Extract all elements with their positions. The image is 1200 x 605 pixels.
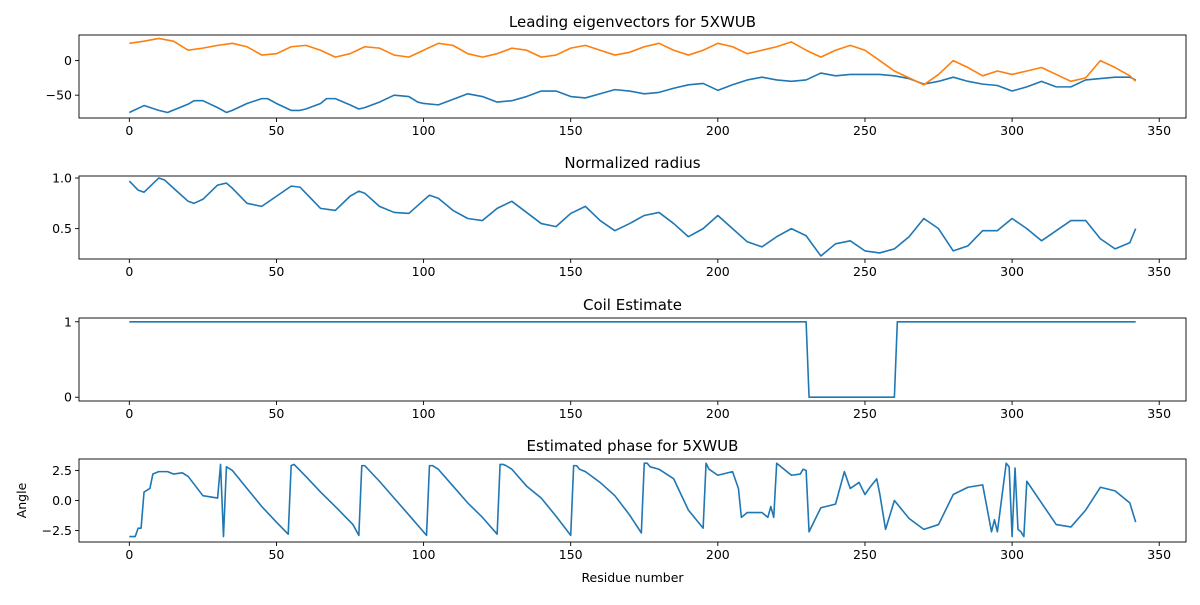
x-tick-label: 50: [268, 123, 284, 138]
y-tick-label: 0.0: [52, 493, 72, 508]
x-tick-label: 200: [706, 547, 730, 562]
y-tick-label: −2.5: [42, 523, 72, 538]
x-tick-label: 250: [853, 123, 877, 138]
x-tick-label: 200: [706, 406, 730, 421]
x-tick-label: 100: [412, 123, 436, 138]
subplot-4: 0 50 100 150 200 250 300 350 2.5 0.0 −2.5 Estimated…: [14, 437, 1187, 585]
axes-frame: [78, 34, 1187, 119]
x-tick-label: 350: [1147, 123, 1171, 138]
subplot-title: Normalized radius: [564, 154, 700, 172]
x-tick-label: 100: [412, 264, 436, 279]
y-tick-label: 0: [64, 53, 72, 68]
x-tick-label: 150: [559, 123, 583, 138]
x-tick-label: 350: [1147, 547, 1171, 562]
x-tick-label: 300: [1000, 406, 1024, 421]
x-tick-label: 100: [412, 406, 436, 421]
x-tick-label: 200: [706, 264, 730, 279]
x-tick-label: 300: [1000, 123, 1024, 138]
x-tick-label: 50: [268, 547, 284, 562]
axes-frame: [78, 175, 1187, 260]
x-tick-label: 0: [125, 123, 133, 138]
subplot-2: 0 50 100 150 200 250 300 350 1.0 0.5 Normalized ra…: [52, 154, 1187, 279]
x-tick-label: 0: [125, 264, 133, 279]
series-line-1: [128, 177, 1137, 257]
x-tick-label: 100: [412, 547, 436, 562]
series-line-1: [129, 462, 1137, 538]
x-tick-label: 300: [1000, 264, 1024, 279]
subplot-1: 0 50 100 150 200 250 300 350 0 −50 Leading eigenve…: [46, 13, 1187, 138]
x-tick-label: 50: [268, 406, 284, 421]
x-tick-label: 250: [853, 406, 877, 421]
x-tick-label: 350: [1147, 406, 1171, 421]
y-tick-label: 0: [64, 390, 72, 405]
x-tick-label: 300: [1000, 547, 1024, 562]
x-axis-label: Residue number: [581, 570, 684, 585]
x-tick-label: 0: [125, 406, 133, 421]
x-tick-label: 200: [706, 123, 730, 138]
y-tick-label: −50: [46, 88, 72, 103]
x-tick-label: 0: [125, 547, 133, 562]
x-tick-label: 150: [559, 406, 583, 421]
x-tick-label: 150: [559, 264, 583, 279]
y-tick-label: 1.0: [52, 171, 72, 186]
series-line-1: [128, 72, 1137, 114]
subplot-title: Estimated phase for 5XWUB: [527, 437, 739, 455]
axes-frame: [78, 317, 1187, 402]
subplot-title: Coil Estimate: [583, 296, 682, 314]
series-line-2: [129, 37, 1137, 86]
y-tick-label: 0.5: [52, 221, 72, 236]
y-tick-label: 1: [64, 314, 72, 329]
x-tick-label: 250: [853, 264, 877, 279]
x-tick-label: 250: [853, 547, 877, 562]
subplot-3: 0 50 100 150 200 250 300 350 1 0 Coil Estimate: [64, 296, 1187, 421]
series-line-1: [129, 320, 1136, 399]
x-tick-label: 350: [1147, 264, 1171, 279]
y-tick-label: 2.5: [52, 463, 72, 478]
x-tick-label: 150: [559, 547, 583, 562]
y-axis-label: Angle: [14, 482, 29, 518]
x-tick-label: 50: [268, 264, 284, 279]
subplot-title: Leading eigenvectors for 5XWUB: [509, 13, 756, 31]
